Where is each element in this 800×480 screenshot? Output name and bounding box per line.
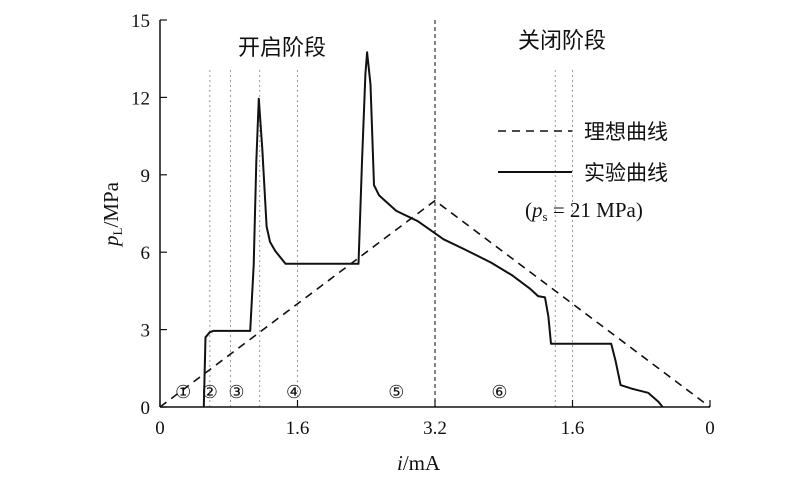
stage-label: ④: [286, 382, 302, 402]
legend-note-rest: = 21 MPa: [548, 198, 637, 222]
x-tick-label: 1.6: [561, 418, 585, 439]
x-axis-label: i/mA: [397, 451, 441, 475]
x-tick-label: 0: [705, 418, 715, 439]
stage-label: ①: [175, 382, 191, 402]
legend-ideal-label: 理想曲线: [584, 120, 668, 144]
x-axis-variable: i: [397, 451, 403, 475]
y-tick-label: 3: [141, 321, 151, 342]
phase-title-opening: 开启阶段: [238, 35, 326, 60]
legend-experiment-label: 实验曲线: [584, 161, 668, 185]
stage-label: ⑥: [491, 382, 507, 402]
x-tick-label: 1.6: [286, 418, 310, 439]
legend-note-variable: p: [530, 198, 543, 222]
stage-label: ②: [202, 382, 218, 402]
guide-lines: [209, 20, 573, 407]
ideal-curve-line: [159, 199, 711, 408]
legend: 理想曲线 实验曲线 (ps = 21 MPa): [498, 120, 668, 224]
x-axis-unit: /mA: [403, 451, 441, 475]
x-tick-label: 0: [155, 418, 165, 439]
legend-note: (ps = 21 MPa): [525, 198, 643, 224]
y-tick-label: 12: [131, 88, 150, 109]
y-axis-variable: p: [99, 235, 123, 248]
stage-label: ③: [228, 382, 244, 402]
y-tick-label: 0: [141, 398, 151, 419]
y-axis-label: pL/MPa: [99, 181, 125, 248]
legend-note-subscript: s: [543, 209, 548, 224]
experiment-curve-line: [202, 51, 664, 408]
y-tick-label: 15: [131, 11, 150, 32]
x-tick-label: 3.2: [423, 418, 447, 439]
series-layer: [159, 51, 711, 408]
phase-title-closing: 关闭阶段: [518, 28, 606, 53]
stage-label: ⑤: [388, 382, 404, 402]
y-tick-label: 9: [141, 166, 151, 187]
y-tick-label: 6: [141, 243, 151, 264]
y-axis-subscript: L: [110, 227, 125, 235]
y-axis-unit: /MPa: [99, 181, 123, 227]
tick-marks: [159, 19, 711, 408]
